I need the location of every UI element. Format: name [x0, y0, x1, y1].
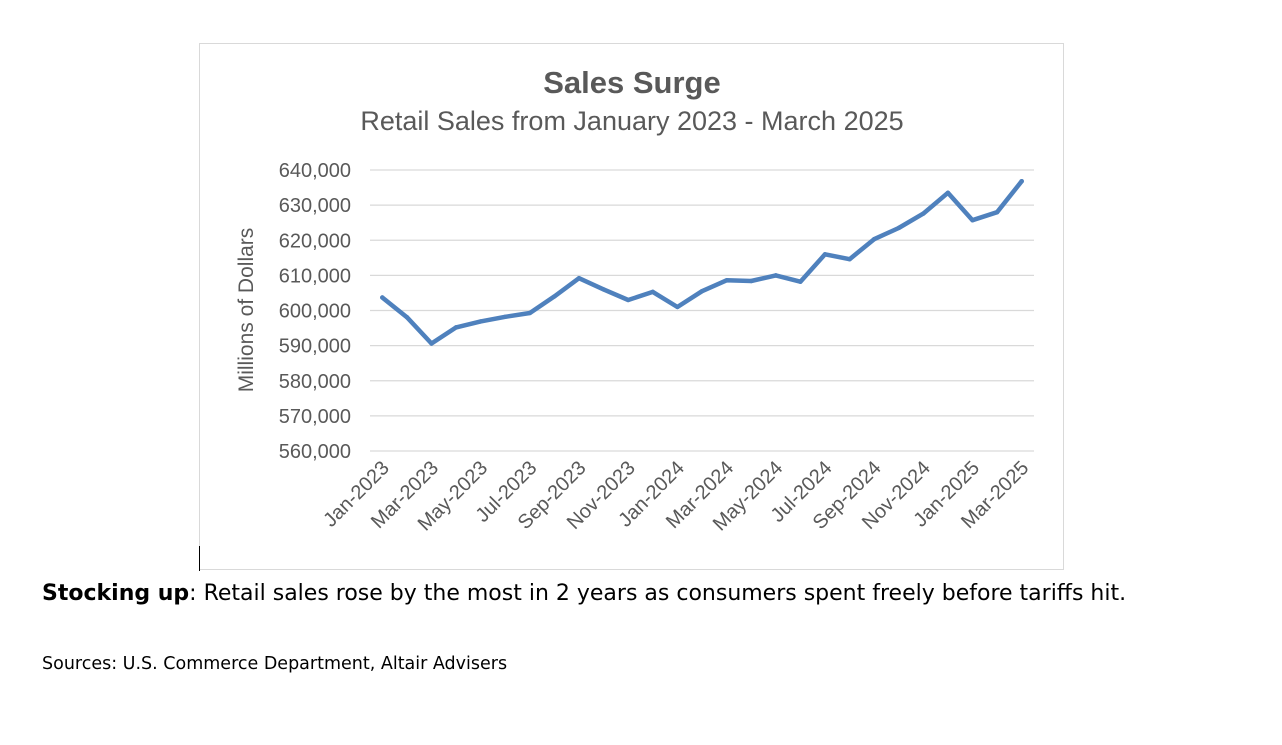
- y-tick-label: 620,000: [279, 230, 351, 252]
- x-axis-ticks: Jan-2023Mar-2023May-2023Jul-2023Sep-2023…: [319, 457, 1033, 535]
- data-point: [601, 287, 606, 292]
- data-point: [503, 314, 508, 320]
- y-tick-label: 580,000: [279, 371, 351, 393]
- caption-lead: Stocking up: [42, 581, 190, 606]
- data-point: [798, 279, 803, 284]
- data-point: [453, 325, 459, 330]
- y-tick-label: 600,000: [279, 301, 351, 323]
- data-point: [527, 310, 533, 316]
- y-tick-label: 630,000: [279, 195, 351, 217]
- line-chart: Sales Surge Retail Sales from January 20…: [235, 65, 1034, 535]
- y-axis-ticks: 560,000 570,000 580,000 590,000 600,000 610,0…: [279, 160, 351, 463]
- y-tick-label: 590,000: [279, 336, 351, 358]
- series-retail-sales: [380, 178, 1024, 346]
- data-point: [871, 236, 877, 242]
- chart-subtitle: Retail Sales from January 2023 - March 2…: [360, 106, 903, 136]
- data-point: [675, 304, 680, 310]
- data-point: [994, 209, 1000, 215]
- data-point: [896, 225, 901, 231]
- y-tick-label: 570,000: [279, 406, 351, 428]
- data-point: [822, 252, 828, 257]
- data-point: [626, 297, 631, 303]
- data-point: [429, 341, 434, 346]
- data-point: [478, 319, 483, 324]
- y-tick-label: 640,000: [279, 160, 351, 182]
- data-point: [945, 190, 951, 196]
- caption-text: : Retail sales rose by the most in 2 yea…: [189, 581, 1127, 606]
- data-point: [404, 314, 410, 320]
- data-point: [847, 257, 852, 262]
- data-point: [650, 289, 656, 295]
- data-point: [970, 218, 975, 223]
- y-tick-label: 610,000: [279, 265, 351, 287]
- y-axis-title: Millions of Dollars: [235, 228, 258, 393]
- data-point: [921, 211, 926, 216]
- data-point: [576, 275, 582, 281]
- data-point: [1019, 179, 1024, 184]
- gridlines: [370, 169, 1034, 452]
- data-point: [748, 278, 754, 284]
- data-point: [552, 294, 557, 299]
- caption: Stocking up: Retail sales rose by the mo…: [42, 579, 1126, 609]
- data-point: [380, 295, 385, 300]
- data-point: [773, 273, 778, 278]
- data-point: [699, 288, 705, 294]
- sources-note: Sources: U.S. Commerce Department, Altai…: [42, 654, 508, 674]
- chart-frame: [199, 43, 1064, 570]
- frame-edge-mark: [199, 546, 200, 571]
- y-tick-label: 560,000: [279, 441, 351, 463]
- data-point: [724, 278, 729, 283]
- chart-title: Sales Surge: [543, 65, 720, 100]
